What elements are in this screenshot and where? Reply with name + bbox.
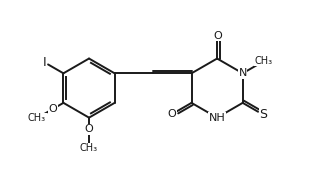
Text: CH₃: CH₃ [28,113,46,123]
Text: O: O [167,109,176,119]
Text: CH₃: CH₃ [80,143,98,153]
Text: S: S [259,108,267,121]
Text: O: O [85,124,93,134]
Text: O: O [214,31,222,41]
Text: N: N [239,68,247,78]
Text: I: I [43,56,46,69]
Text: NH: NH [209,113,225,123]
Text: CH₃: CH₃ [255,56,273,66]
Text: O: O [49,104,57,114]
